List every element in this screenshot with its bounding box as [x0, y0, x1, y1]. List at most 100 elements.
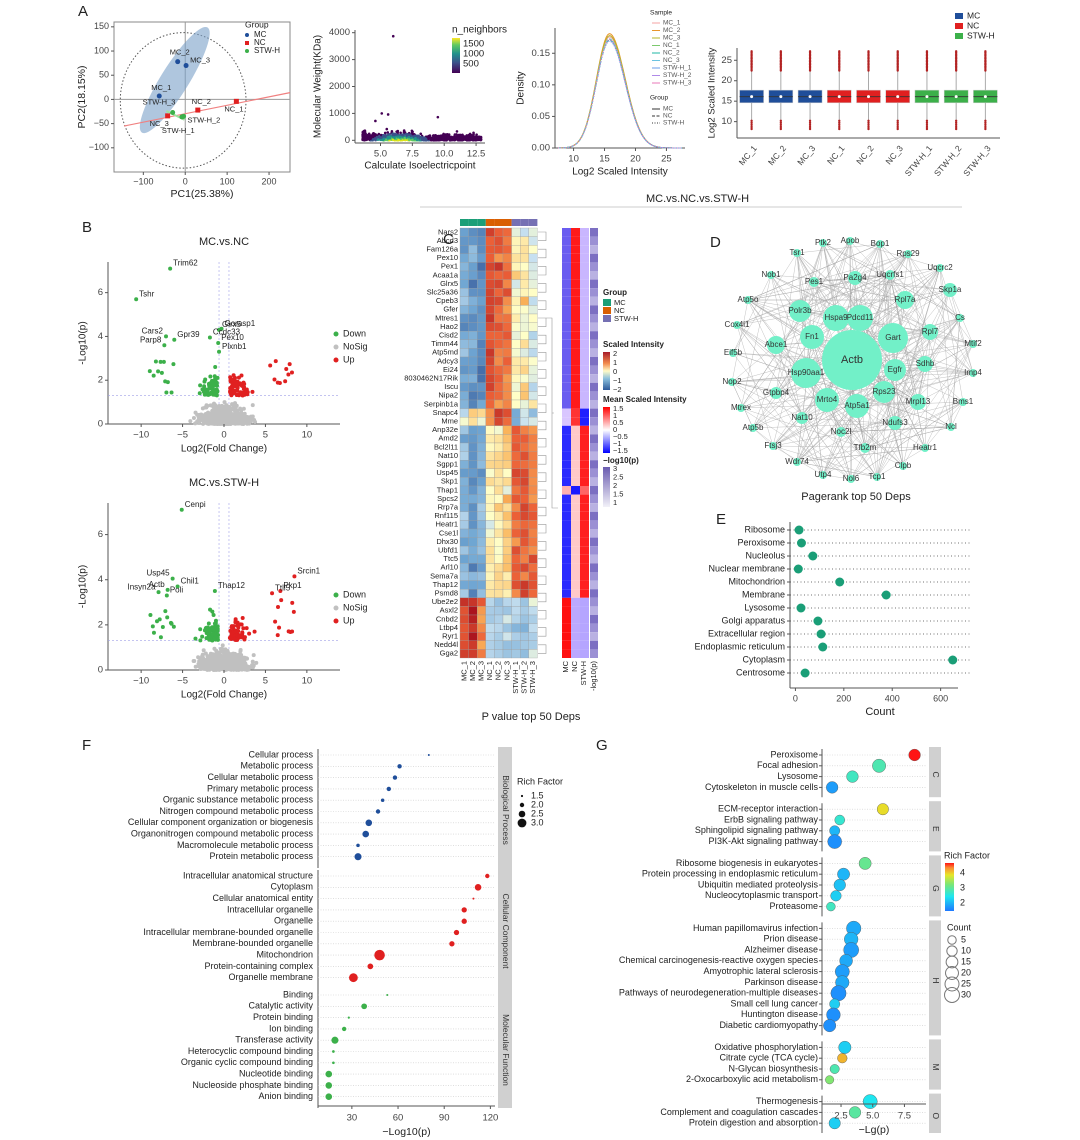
term-label: Chemical carcinogenesis-reactive oxygen … — [619, 955, 819, 965]
data-point — [354, 853, 362, 861]
mean-cell — [580, 400, 589, 409]
column-label: NC — [570, 660, 579, 671]
up-point — [240, 631, 245, 636]
pvalue-cell — [590, 382, 598, 392]
y-tick-label: 0 — [98, 419, 103, 430]
density-line — [558, 40, 682, 149]
x-axis-title: −Log10(p) — [382, 1126, 430, 1138]
up-point — [229, 631, 234, 636]
down-point — [213, 387, 218, 392]
data-point — [447, 134, 450, 138]
labeled-point — [292, 574, 297, 579]
data-point — [376, 138, 380, 141]
nosig-point — [245, 656, 250, 661]
data-point — [398, 135, 402, 139]
outlier-point — [984, 125, 987, 129]
heatmap-cell — [528, 331, 538, 340]
up-point — [247, 631, 252, 636]
heatmap-cell — [511, 528, 521, 538]
data-point — [419, 132, 423, 136]
mean-cell — [571, 279, 580, 289]
x-tick-label: 15 — [599, 154, 610, 165]
heatmap-cell — [485, 571, 495, 581]
down-point — [209, 384, 214, 389]
labeled-point — [134, 297, 139, 302]
heatmap-cell — [520, 434, 529, 444]
heatmap-cell — [520, 614, 529, 624]
heatmap-cell — [468, 649, 478, 659]
data-point — [826, 781, 839, 794]
y-axis-title: -Log10(p) — [78, 565, 89, 608]
nosig-point — [236, 415, 241, 420]
data-point — [829, 998, 841, 1010]
heatmap-cell — [468, 571, 478, 581]
down-point — [207, 637, 212, 642]
mean-cell — [571, 529, 580, 538]
heatmap-cell — [520, 322, 529, 332]
x-axis-title: Log2 Scaled Intensity — [572, 167, 668, 178]
legend-label: MC_1 — [663, 20, 681, 27]
heatmap-cell — [520, 425, 529, 435]
pvalue-cell — [590, 468, 598, 478]
legend-tick-label: 4 — [960, 867, 965, 877]
heatmap-cell — [468, 511, 478, 521]
heatmap-cell — [468, 348, 478, 358]
legend-colorbar — [603, 467, 610, 507]
mean-cell — [562, 640, 571, 650]
heatmap-cell — [502, 356, 512, 366]
legend-label: MC_3 — [663, 35, 681, 42]
pvalue-cell — [590, 632, 598, 641]
heatmap-cell — [494, 417, 504, 426]
x-axis-title: Count — [865, 706, 894, 718]
y-tick-label: 1000 — [329, 108, 350, 119]
heatmap-cell — [520, 296, 529, 306]
plot-frame — [113, 21, 291, 173]
y-tick-label: 2 — [98, 375, 103, 386]
x-tick-label: 0 — [183, 176, 188, 186]
up-point — [233, 617, 238, 622]
panel-label-E: E — [716, 511, 726, 528]
heatmap-cell — [528, 589, 538, 598]
term-label: Cellular metabolic process — [207, 772, 313, 782]
mean-cell — [580, 572, 589, 581]
nosig-point — [233, 657, 238, 662]
node-label: Uqcrfs1 — [876, 270, 904, 279]
heatmap-cell — [468, 227, 478, 237]
data-point — [374, 949, 385, 961]
heatmap-cell — [528, 288, 538, 297]
pvalue-cell — [590, 649, 598, 658]
pvalue-cell — [590, 279, 598, 289]
heatmap-cell — [528, 503, 538, 512]
outlier-point — [455, 130, 459, 133]
x-tick-label: MC_1 — [737, 143, 759, 167]
heatmap-cell — [528, 460, 538, 469]
data-point — [411, 138, 414, 142]
mean-cell — [571, 331, 580, 340]
heatmap-cell — [468, 245, 478, 254]
mean-cell — [571, 589, 580, 598]
heatmap-cell — [528, 339, 538, 349]
outlier-point — [954, 125, 958, 129]
mean-cell — [580, 580, 589, 590]
data-point — [796, 538, 806, 548]
outlier-point — [750, 125, 753, 129]
mean-cell — [580, 228, 589, 237]
data-point — [432, 135, 435, 139]
heatmap-cell — [468, 425, 478, 435]
heatmap-cell — [459, 339, 469, 349]
heatmap-cell — [468, 554, 478, 564]
term-label: Heterocyclic compound binding — [188, 1046, 313, 1056]
heatmap-cell — [459, 597, 469, 607]
down-point — [171, 624, 176, 629]
term-label: Anion binding — [258, 1091, 313, 1101]
heatmap-cell — [511, 374, 521, 383]
heatmap-cell — [511, 640, 521, 650]
data-point — [233, 98, 239, 104]
heatmap-cell — [520, 537, 529, 547]
mean-cell — [580, 365, 589, 375]
legend-title: Group — [245, 19, 269, 29]
up-point — [273, 619, 278, 624]
heatmap-cell — [494, 537, 504, 547]
node-label: Ftsj3 — [764, 441, 782, 450]
data-point — [427, 137, 430, 140]
